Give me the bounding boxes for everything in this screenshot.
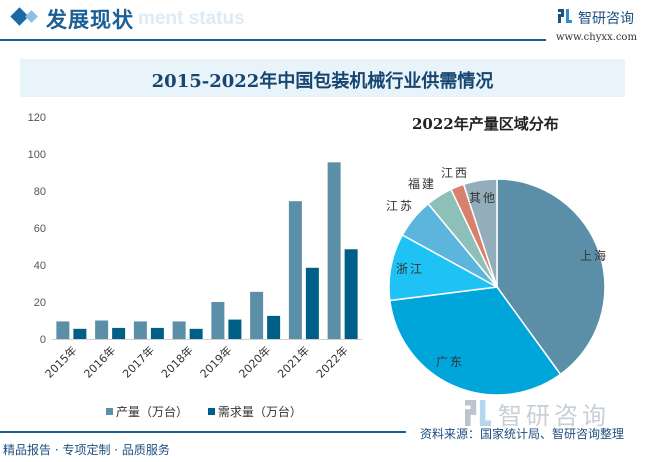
legend-swatch-demand (207, 408, 215, 415)
legend-label-production: 产量（万台） (116, 405, 189, 419)
y-tick-label: 0 (40, 334, 46, 346)
x-tick-label: 2017年 (120, 343, 157, 380)
legend-swatch-production (106, 408, 113, 415)
bar-production (211, 302, 225, 339)
y-tick-label: 20 (34, 297, 46, 309)
bar-production (133, 321, 147, 339)
data-source: 资料来源：国家统计局、智研咨询整理 (420, 427, 625, 441)
brand-url[interactable]: www.chyxx.com (556, 32, 637, 43)
legend-item-production: 产量（万台） (106, 403, 188, 420)
bar-demand (189, 328, 203, 339)
legend-item-demand: 需求量（万台） (207, 403, 302, 420)
pie-slice (389, 286, 562, 396)
watermark-logo-icon (465, 400, 491, 426)
bar-legend: 产量（万台） 需求量（万台） (106, 403, 318, 420)
bar-demand (73, 328, 87, 339)
pie-label: 福建 (408, 176, 436, 191)
diamond-small-icon (25, 10, 38, 23)
y-tick-label: 80 (34, 186, 46, 198)
bar-demand (344, 249, 358, 339)
y-tick-label: 40 (34, 260, 46, 272)
bar-demand (112, 327, 126, 339)
section-subtitle: ment status (138, 8, 245, 29)
y-tick-label: 60 (34, 223, 46, 235)
bar-demand (228, 319, 242, 339)
footer-divider (0, 431, 406, 433)
chart-title: 2015-2022年中国包装机械行业供需情况 (151, 71, 494, 92)
pie-label: 江西 (441, 166, 469, 180)
bar-production (95, 320, 109, 339)
x-tick-label: 2016年 (81, 343, 118, 380)
bar-production (56, 321, 70, 339)
x-tick-label: 2019年 (197, 343, 234, 380)
pie-label: 广东 (436, 355, 464, 369)
bar-demand (305, 267, 319, 339)
pie-title: 2022年产量区域分布 (412, 115, 559, 133)
footer-tagline: 精品报告 · 专项定制 · 品质服务 (3, 443, 170, 457)
pie-label: 其他 (469, 191, 497, 205)
bar-production (327, 162, 341, 339)
bar-chart: 0 20 40 60 80 100 120 2015年 2016年 2017年 2018年 2019年… (28, 112, 362, 381)
section-header: ment status 发展现状 智研咨询 www.chyxx.com (0, 0, 650, 43)
bar-demand (267, 315, 281, 339)
brand-name: 智研咨询 (578, 11, 634, 27)
watermark-brand: 智研咨询 (498, 402, 610, 430)
header-divider (0, 39, 546, 41)
x-tick-label: 2020年 (236, 343, 273, 380)
pie-label: 上海 (580, 248, 608, 263)
pie-slice (496, 178, 606, 376)
bar-production (172, 321, 186, 339)
section-title: 发展现状 (46, 7, 134, 32)
x-tick-label: 2018年 (158, 343, 195, 380)
chart-title-band: 2015-2022年中国包装机械行业供需情况 (20, 59, 625, 97)
y-tick-label: 120 (28, 112, 46, 124)
x-tick-label: 2021年 (275, 343, 312, 380)
y-tick-label: 100 (28, 149, 46, 161)
pie-label: 浙江 (396, 262, 424, 276)
bar-production (288, 201, 302, 339)
brand-logo-icon (558, 9, 572, 23)
x-tick-label: 2022年 (313, 343, 350, 380)
legend-label-demand: 需求量（万台） (217, 405, 302, 419)
bar-demand (150, 327, 164, 339)
pie-label: 江苏 (386, 199, 414, 213)
x-tick-label: 2015年 (42, 343, 79, 380)
pie-slice (462, 178, 498, 288)
bar-production (250, 291, 264, 339)
